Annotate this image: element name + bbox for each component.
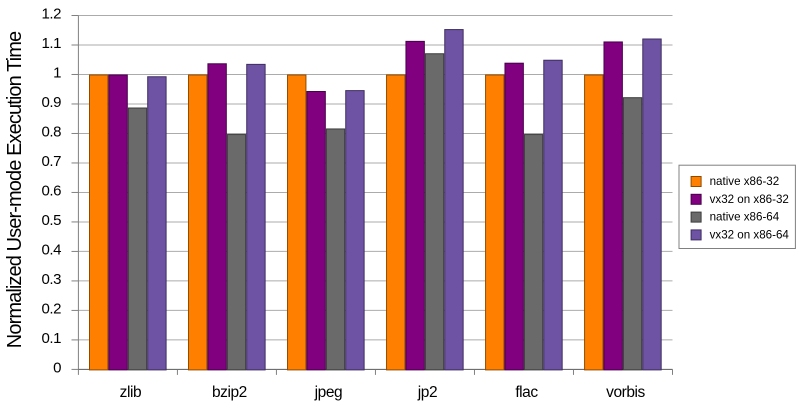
svg-text:0.9: 0.9 [41,94,61,111]
svg-text:native x86-32: native x86-32 [710,175,780,188]
svg-text:flac: flac [515,384,538,401]
svg-text:0: 0 [53,360,61,377]
svg-text:0.7: 0.7 [41,153,61,170]
svg-text:vx32 on x86-64: vx32 on x86-64 [710,228,790,241]
svg-text:jp2: jp2 [417,384,437,401]
svg-text:1: 1 [53,65,61,82]
svg-text:1.2: 1.2 [41,6,61,23]
svg-text:0.4: 0.4 [41,242,61,259]
svg-text:zlib: zlib [120,384,141,401]
svg-text:vx32 on x86-32: vx32 on x86-32 [710,193,789,206]
svg-text:0.5: 0.5 [41,212,61,229]
svg-text:0.1: 0.1 [41,330,61,347]
svg-text:bzip2: bzip2 [212,384,247,401]
svg-text:0.2: 0.2 [41,301,61,318]
svg-text:0.6: 0.6 [41,183,61,200]
svg-text:native x86-64: native x86-64 [710,211,780,224]
svg-text:0.8: 0.8 [41,124,61,141]
svg-text:vorbis: vorbis [606,384,645,401]
svg-text:1.1: 1.1 [41,35,61,52]
svg-text:jpeg: jpeg [314,384,343,401]
svg-text:Normalized User-mode Execution: Normalized User-mode Execution Time [4,31,26,348]
svg-text:0.3: 0.3 [41,271,61,288]
